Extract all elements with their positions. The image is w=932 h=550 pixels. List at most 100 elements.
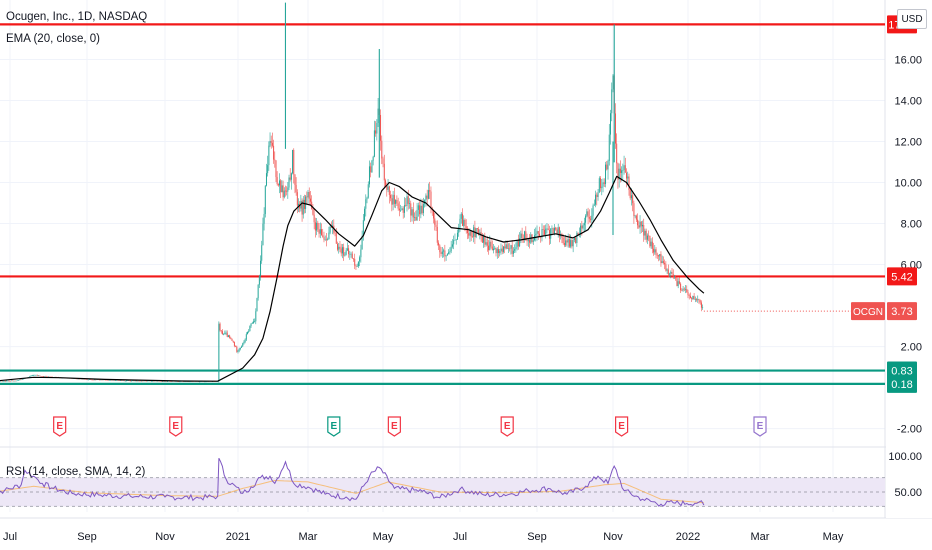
earnings-marker[interactable]: E xyxy=(500,416,514,437)
candle xyxy=(685,285,687,294)
candle xyxy=(602,178,604,193)
candle xyxy=(21,379,23,380)
candle xyxy=(354,253,356,270)
candle xyxy=(328,226,330,240)
candle xyxy=(649,235,651,248)
candle xyxy=(648,230,650,242)
candle-body xyxy=(366,197,368,200)
candle-body xyxy=(444,250,446,257)
time-tick-label: 2021 xyxy=(226,531,250,543)
currency-button[interactable]: USD xyxy=(897,9,927,29)
candle xyxy=(280,179,282,199)
rsi-legend-label[interactable]: RSI (14, close, SMA, 14, 2) xyxy=(6,466,146,478)
candle-body xyxy=(268,145,270,166)
level-price-label[interactable]: 0.18 xyxy=(887,374,917,393)
earnings-marker[interactable]: E xyxy=(753,416,767,437)
candle-body xyxy=(427,190,429,199)
candle xyxy=(644,228,646,240)
ema-legend-label[interactable]: EMA (20, close, 0) xyxy=(6,33,100,45)
candle xyxy=(237,349,239,354)
earnings-marker[interactable]: E xyxy=(615,416,629,437)
candle xyxy=(698,298,700,304)
candle-body xyxy=(420,205,422,215)
candle-body xyxy=(14,380,16,382)
candle xyxy=(496,247,498,259)
earnings-badge[interactable] xyxy=(53,416,67,437)
level-price-tag[interactable] xyxy=(887,267,917,286)
candle-body xyxy=(614,113,616,144)
candle-body xyxy=(435,224,437,227)
candle xyxy=(673,274,675,280)
earnings-badge[interactable] xyxy=(500,416,514,437)
candle-body xyxy=(334,232,336,234)
candle xyxy=(677,278,679,289)
candle xyxy=(16,380,18,382)
candle-body xyxy=(153,380,155,382)
candle-body xyxy=(506,244,508,250)
candle xyxy=(427,183,429,200)
candle-body xyxy=(434,218,436,225)
earnings-marker[interactable]: E xyxy=(169,416,183,437)
candle-body xyxy=(43,376,45,377)
level-price-text: 0.83 xyxy=(891,366,912,378)
level-price-label[interactable]: 5.42 xyxy=(887,267,917,286)
last-price-label[interactable]: OCGN 3.73 xyxy=(851,302,917,321)
candle-body xyxy=(499,250,501,254)
earnings-badge[interactable] xyxy=(387,416,401,437)
price-axis[interactable]: -2.002.006.008.0010.0012.0014.0016.0050.… xyxy=(851,0,932,518)
candle xyxy=(124,380,126,382)
candle xyxy=(275,160,277,183)
candle-body xyxy=(325,239,327,241)
candle-body xyxy=(657,255,659,257)
candle-body xyxy=(655,249,657,255)
candle xyxy=(136,380,138,382)
candle-body xyxy=(6,380,8,382)
candle xyxy=(382,156,384,168)
candle xyxy=(571,236,573,249)
candle-body xyxy=(45,376,47,377)
candle-body xyxy=(124,380,126,382)
candle-body xyxy=(91,379,93,381)
candle-body xyxy=(371,160,373,173)
candle xyxy=(346,242,348,252)
earnings-marker[interactable]: E xyxy=(53,416,67,437)
candle xyxy=(251,321,253,324)
candle-body xyxy=(176,381,178,382)
candle xyxy=(443,248,445,258)
candle-body xyxy=(290,173,292,180)
candle xyxy=(687,289,689,299)
candle xyxy=(526,233,528,246)
candle-body xyxy=(163,381,165,382)
earnings-marker[interactable]: E xyxy=(387,416,401,437)
candle xyxy=(540,236,542,243)
candle-body xyxy=(672,274,674,277)
earnings-badge[interactable] xyxy=(169,416,183,437)
candle-body xyxy=(345,250,347,255)
candle xyxy=(521,227,523,244)
candle-body xyxy=(344,254,346,256)
horizontal-levels[interactable] xyxy=(0,23,885,385)
candle-body xyxy=(415,217,417,221)
earnings-marker[interactable]: E xyxy=(327,416,341,437)
candle xyxy=(318,222,320,238)
level-price-tag[interactable] xyxy=(887,374,917,393)
candle-body xyxy=(395,199,397,204)
candle-body xyxy=(0,380,2,382)
candle-body xyxy=(274,159,276,161)
candle-body xyxy=(624,165,626,173)
price-tick-label: 10.00 xyxy=(894,178,922,190)
candle-body xyxy=(76,378,78,380)
earnings-badge[interactable] xyxy=(615,416,629,437)
candle xyxy=(4,380,6,382)
candle xyxy=(380,109,382,151)
candle-body xyxy=(314,222,316,231)
earnings-badge[interactable] xyxy=(327,416,341,437)
time-axis[interactable]: Jul Sep Nov 2021 Mar May Jul Sep Nov 2022 Mar May xyxy=(3,531,844,543)
candle-body xyxy=(546,228,548,230)
candle-body xyxy=(185,381,187,382)
earnings-badge[interactable] xyxy=(753,416,767,437)
symbol-tag[interactable] xyxy=(851,302,885,321)
last-price-tag[interactable] xyxy=(887,302,917,321)
